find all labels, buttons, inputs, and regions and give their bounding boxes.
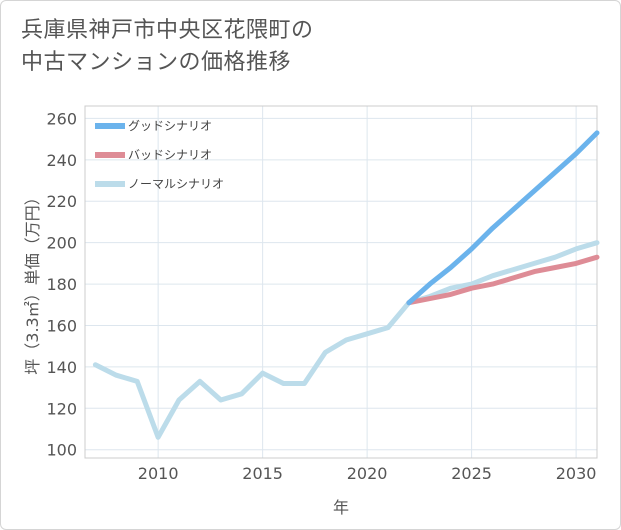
- y-tick-label: 120: [46, 399, 77, 418]
- x-tick-label: 2010: [138, 464, 179, 483]
- plot-area-frame: [84, 105, 598, 459]
- y-tick-label: 160: [46, 316, 77, 335]
- y-tick-label: 260: [46, 109, 77, 128]
- x-tick-label: 2020: [347, 464, 388, 483]
- y-tick-label: 100: [46, 441, 77, 460]
- x-tick-label: 2015: [242, 464, 283, 483]
- y-axis-ticks: 100 120 140 160 180 200 220 240 260: [46, 109, 77, 459]
- x-axis-ticks: 2010 2015 2020 2025 2030: [138, 464, 597, 483]
- y-tick-label: 140: [46, 358, 77, 377]
- y-tick-label: 200: [46, 234, 77, 253]
- chart-title: 兵庫県神戸市中央区花隈町の 中古マンションの価格推移: [21, 15, 314, 79]
- series-line-good: [406, 130, 600, 306]
- y-tick-label: 180: [46, 275, 77, 294]
- series-line-normal: [92, 240, 600, 440]
- chart-title-line-1: 兵庫県神戸市中央区花隈町の: [21, 18, 314, 43]
- y-tick-label: 220: [46, 192, 77, 211]
- x-tick-label: 2025: [451, 464, 492, 483]
- series-lines: [92, 130, 600, 440]
- x-axis-title: 年: [333, 498, 349, 517]
- legend-label: グッドシナリオ: [128, 119, 212, 133]
- chart-title-line-2: 中古マンションの価格推移: [21, 50, 292, 75]
- y-tick-label: 240: [46, 151, 77, 170]
- series-line-bad: [406, 254, 600, 306]
- legend-label: バッドシナリオ: [128, 148, 212, 162]
- y-axis-title: 坪（3.3㎡）単価（万円）: [23, 189, 42, 374]
- x-tick-label: 2030: [556, 464, 597, 483]
- legend-label: ノーマルシナリオ: [128, 177, 224, 191]
